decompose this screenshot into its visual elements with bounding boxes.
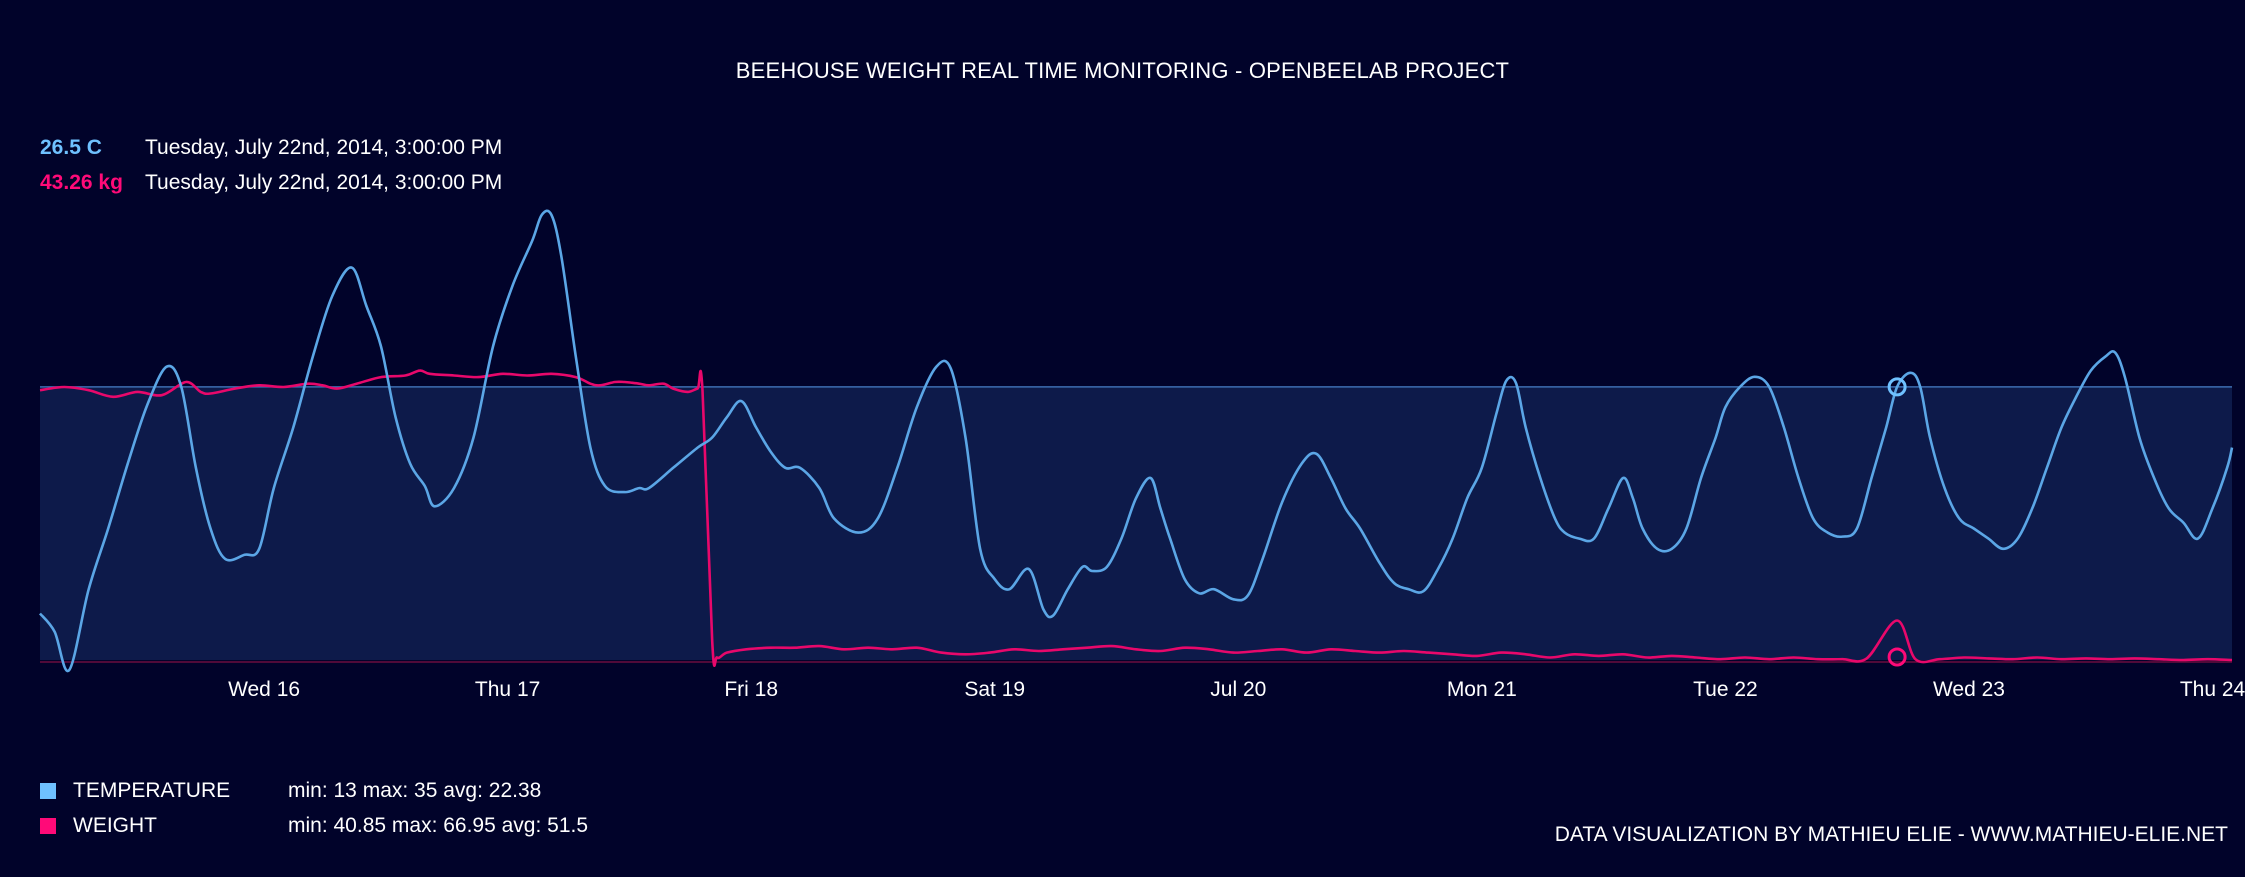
x-tick-label: Fri 18 — [724, 678, 778, 701]
temperature-line — [38, 209, 2234, 673]
weight-line — [39, 369, 2233, 667]
weight-readout-value: 43.26 kg — [40, 171, 123, 194]
weight-swatch — [40, 818, 56, 834]
legend-temperature: TEMPERATURE min: 13 max: 35 avg: 22.38 — [40, 779, 541, 803]
temperature-readout-time: Tuesday, July 22nd, 2014, 3:00:00 PM — [145, 136, 503, 159]
legend-weight-label: WEIGHT — [73, 814, 157, 837]
weight-readout: 43.26 kg Tuesday, July 22nd, 2014, 3:00:0… — [40, 171, 502, 195]
x-tick-label: Thu 24 — [2180, 678, 2245, 701]
chart-title: BEEHOUSE WEIGHT REAL TIME MONITORING - O… — [735, 58, 1510, 83]
legend-temperature-stats: min: 13 max: 35 avg: 22.38 — [288, 779, 542, 802]
weight-cursor-marker — [1887, 647, 1907, 667]
x-tick-label: Jul 20 — [1210, 678, 1266, 701]
credit-text: DATA VISUALIZATION BY MATHIEU ELIE - WWW… — [1554, 823, 2228, 846]
x-tick-label: Tue 22 — [1693, 678, 1758, 701]
temperature-readout: 26.5 C Tuesday, July 22nd, 2014, 3:00:00 … — [40, 136, 502, 160]
temperature-band — [40, 386, 2232, 660]
temperature-cursor-marker — [1887, 377, 1907, 397]
x-tick-label: Wed 23 — [1933, 678, 2005, 701]
x-tick-label: Sat 19 — [964, 678, 1025, 701]
legend-weight-stats: min: 40.85 max: 66.95 avg: 51.5 — [288, 814, 589, 837]
legend-weight: WEIGHT min: 40.85 max: 66.95 avg: 51.5 — [40, 814, 588, 838]
temperature-swatch — [40, 783, 56, 799]
weight-readout-time: Tuesday, July 22nd, 2014, 3:00:00 PM — [145, 171, 503, 194]
x-tick-label: Thu 17 — [475, 678, 540, 701]
temperature-readout-value: 26.5 C — [40, 136, 102, 159]
x-tick-label: Wed 16 — [228, 678, 300, 701]
x-tick-label: Mon 21 — [1447, 678, 1517, 701]
legend-temperature-label: TEMPERATURE — [73, 779, 231, 802]
